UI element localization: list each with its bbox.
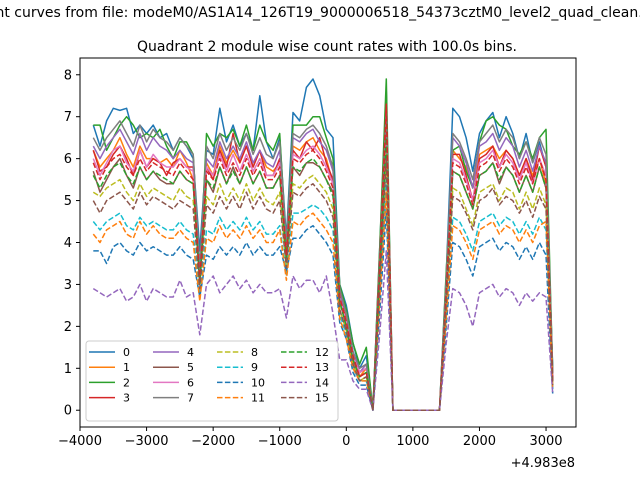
y-tick-label: 4 bbox=[64, 236, 72, 251]
series-line-9 bbox=[92, 178, 554, 411]
x-offset-label: +4.983e8 bbox=[511, 456, 575, 471]
series-line-12 bbox=[92, 136, 554, 411]
legend-label-4: 4 bbox=[187, 346, 194, 359]
x-tick-label: −1000 bbox=[258, 434, 302, 449]
legend-label-1: 1 bbox=[123, 361, 130, 374]
x-tick-label: −2000 bbox=[191, 434, 235, 449]
legend-label-0: 0 bbox=[123, 346, 130, 359]
legend-label-2: 2 bbox=[123, 376, 130, 389]
legend-label-5: 5 bbox=[187, 361, 194, 374]
series-line-14 bbox=[92, 250, 554, 411]
legend-label-15: 15 bbox=[315, 392, 329, 405]
y-tick-label: 3 bbox=[64, 278, 72, 293]
x-tick-label: 1000 bbox=[396, 434, 429, 449]
legend-box bbox=[85, 340, 339, 422]
y-tick-label: 8 bbox=[64, 68, 72, 83]
y-tick-label: 0 bbox=[64, 404, 72, 419]
figure-suptitle: Light curves from file: modeM0/AS1A14_12… bbox=[0, 5, 640, 21]
legend-label-6: 6 bbox=[187, 376, 194, 389]
y-tick-label: 7 bbox=[64, 110, 72, 125]
plot-frame bbox=[79, 57, 577, 428]
y-tick-label: 1 bbox=[64, 362, 72, 377]
x-tick-label: −4000 bbox=[58, 434, 102, 449]
y-tick-label: 2 bbox=[64, 320, 72, 335]
series-line-7 bbox=[92, 111, 554, 411]
series-line-4 bbox=[92, 115, 554, 411]
series-line-11 bbox=[92, 191, 554, 411]
series-line-13 bbox=[92, 107, 554, 411]
series-line-0 bbox=[92, 78, 554, 411]
x-tick-label: 3000 bbox=[529, 434, 562, 449]
y-tick-label: 6 bbox=[64, 152, 72, 167]
axes-layer: −4000 −3000 −2000 −1000 0 1000 2000 30000123456… bbox=[58, 68, 563, 449]
legend-label-3: 3 bbox=[123, 392, 130, 405]
legend-label-11: 11 bbox=[251, 392, 265, 405]
legend-label-13: 13 bbox=[315, 361, 329, 374]
legend-label-8: 8 bbox=[251, 346, 258, 359]
series-line-10 bbox=[93, 208, 554, 411]
x-tick-label: 0 bbox=[342, 434, 350, 449]
legend-label-10: 10 bbox=[251, 376, 265, 389]
legend-label-12: 12 bbox=[315, 346, 329, 359]
y-tick-label: 5 bbox=[64, 194, 72, 209]
series-line-8 bbox=[92, 153, 554, 411]
legend-label-7: 7 bbox=[187, 392, 194, 405]
chart-title: Quadrant 2 module wise count rates with … bbox=[137, 39, 517, 55]
series-line-15 bbox=[92, 157, 554, 411]
legend-label-14: 14 bbox=[315, 376, 329, 389]
series-layer bbox=[92, 78, 554, 411]
x-tick-label: 2000 bbox=[463, 434, 496, 449]
x-tick-label: −3000 bbox=[125, 434, 169, 449]
legend-label-9: 9 bbox=[251, 361, 258, 374]
